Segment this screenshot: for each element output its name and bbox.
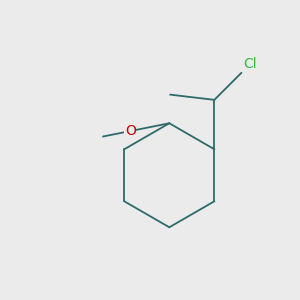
Text: O: O xyxy=(125,124,136,138)
Text: Cl: Cl xyxy=(243,57,256,71)
